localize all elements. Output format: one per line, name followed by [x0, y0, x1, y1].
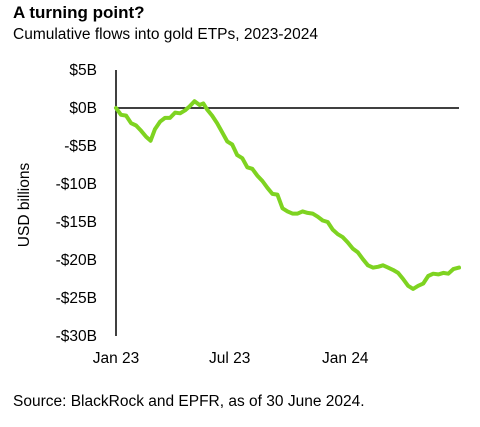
data-point — [270, 192, 274, 196]
data-point — [225, 139, 229, 143]
data-point — [290, 212, 295, 216]
data-point — [235, 153, 239, 157]
data-point — [144, 135, 148, 139]
y-tick-label: -$15B — [56, 214, 97, 231]
data-point — [451, 267, 455, 271]
data-point — [139, 129, 143, 133]
y-tick-label: -$20B — [56, 252, 97, 269]
data-point — [285, 209, 290, 213]
y-axis-label: USD billions — [16, 163, 33, 248]
x-tick-label: Jan 24 — [322, 350, 369, 367]
data-point — [240, 156, 244, 160]
data-point — [178, 111, 182, 115]
y-tick-label: -$5B — [64, 138, 97, 155]
y-tick-label: -$25B — [56, 290, 97, 307]
data-point — [366, 263, 370, 267]
data-point — [158, 120, 162, 124]
data-point — [296, 212, 300, 216]
data-point — [260, 179, 264, 183]
data-point — [426, 274, 430, 278]
data-point — [119, 113, 123, 117]
data-point — [192, 99, 197, 103]
data-point — [341, 235, 345, 239]
data-point — [331, 228, 335, 232]
data-point — [346, 240, 350, 245]
data-point — [371, 266, 375, 270]
source-note: Source: BlackRock and EPFR, as of 30 Jun… — [13, 393, 365, 410]
data-point — [265, 186, 269, 190]
data-point — [351, 247, 355, 251]
data-point — [421, 282, 425, 286]
data-point — [183, 108, 187, 112]
data-point — [187, 104, 192, 109]
data-point — [446, 272, 450, 276]
cumulative-flows-line — [114, 99, 461, 291]
x-tick-label: Jul 23 — [209, 350, 250, 367]
data-point — [457, 266, 461, 270]
data-point — [401, 277, 405, 281]
data-point — [153, 127, 157, 131]
data-point — [215, 121, 219, 125]
data-point — [361, 257, 365, 261]
data-point — [356, 250, 360, 254]
y-tick-label: -$30B — [56, 328, 97, 345]
data-point — [411, 287, 415, 291]
data-point — [441, 271, 445, 275]
data-point — [316, 215, 320, 219]
data-point — [431, 272, 435, 276]
data-point — [321, 218, 325, 223]
data-point — [230, 142, 234, 147]
data-point — [250, 167, 254, 171]
data-point — [149, 139, 153, 143]
data-point — [134, 123, 138, 128]
data-point — [245, 165, 249, 169]
y-tick-label: $5B — [69, 62, 97, 79]
data-point — [114, 106, 118, 110]
data-point — [275, 193, 279, 197]
data-point — [173, 111, 177, 115]
data-point — [168, 116, 172, 120]
data-point — [396, 271, 400, 275]
chart-subtitle: Cumulative flows into gold ETPs, 2023-20… — [13, 26, 318, 43]
data-point — [280, 206, 285, 210]
data-point — [201, 101, 205, 105]
data-point — [301, 209, 305, 213]
data-point — [124, 114, 128, 118]
data-point — [406, 284, 410, 288]
y-tick-label: -$10B — [56, 176, 97, 193]
data-point — [198, 103, 202, 107]
x-tick-label: Jan 23 — [93, 350, 140, 367]
y-tick-label: $0B — [69, 100, 97, 117]
data-point — [205, 107, 209, 112]
data-point — [336, 232, 340, 236]
data-point — [386, 266, 390, 270]
data-point — [210, 114, 214, 118]
data-point — [381, 263, 385, 267]
data-point — [220, 130, 224, 134]
data-point — [326, 220, 330, 224]
data-point — [436, 272, 440, 276]
data-point — [416, 284, 420, 288]
data-point — [163, 116, 167, 120]
chart-title: A turning point? — [13, 3, 145, 22]
data-point — [376, 265, 380, 269]
x-tick-labels: Jan 23 Jul 23 Jan 24 — [93, 350, 369, 367]
y-tick-labels: $5B $0B -$5B -$10B -$15B -$20B -$25B -$30B — [56, 62, 97, 345]
data-points — [114, 99, 461, 291]
data-point — [391, 268, 395, 272]
data-point — [311, 212, 315, 216]
data-point — [255, 174, 259, 178]
data-point — [306, 211, 310, 215]
data-point — [129, 121, 133, 125]
